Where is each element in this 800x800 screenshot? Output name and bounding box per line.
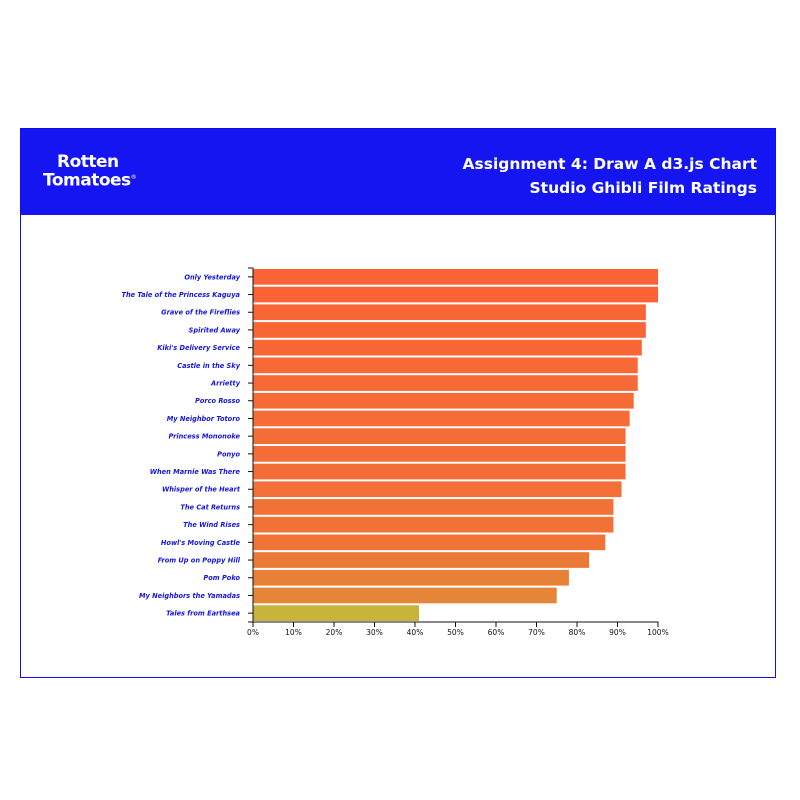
category-label: My Neighbor Totoro bbox=[167, 415, 241, 423]
bar bbox=[253, 481, 622, 497]
bar bbox=[253, 446, 626, 462]
category-label: When Marnie Was There bbox=[150, 468, 241, 476]
x-tick-label: 80% bbox=[569, 628, 586, 637]
category-label: Porco Rosso bbox=[195, 397, 240, 405]
bar bbox=[253, 411, 630, 427]
x-tick-label: 30% bbox=[366, 628, 383, 637]
bar bbox=[253, 517, 613, 533]
bar bbox=[253, 535, 605, 551]
x-tick-label: 10% bbox=[285, 628, 302, 637]
y-axis bbox=[248, 268, 253, 622]
bar bbox=[253, 588, 557, 604]
category-label: Grave of the Fireflies bbox=[161, 309, 240, 317]
x-tick-label: 90% bbox=[609, 628, 626, 637]
category-label: Kiki's Delivery Service bbox=[157, 344, 240, 352]
category-label: Only Yesterday bbox=[184, 273, 240, 281]
category-label: Howl's Moving Castle bbox=[161, 539, 241, 547]
category-label: My Neighbors the Yamadas bbox=[139, 592, 240, 600]
category-label: Whisper of the Heart bbox=[162, 486, 241, 494]
bar bbox=[253, 605, 419, 621]
category-label: From Up on Poppy Hill bbox=[158, 556, 241, 564]
category-label: Spirited Away bbox=[189, 326, 241, 334]
bar bbox=[253, 287, 658, 303]
x-tick-label: 20% bbox=[326, 628, 343, 637]
bar bbox=[253, 269, 658, 285]
x-tick-label: 40% bbox=[407, 628, 424, 637]
bar bbox=[253, 552, 589, 568]
bar bbox=[253, 322, 646, 338]
bar bbox=[253, 358, 638, 374]
category-label: Ponyo bbox=[217, 450, 240, 458]
category-label: Tales from Earthsea bbox=[166, 610, 240, 618]
category-label: Arrietty bbox=[210, 379, 241, 387]
bar bbox=[253, 304, 646, 320]
bar bbox=[253, 340, 642, 356]
category-label: The Tale of the Princess Kaguya bbox=[121, 291, 240, 299]
category-label: Princess Mononoke bbox=[168, 433, 240, 441]
category-label: Pom Poko bbox=[203, 574, 240, 582]
category-label: The Wind Rises bbox=[183, 521, 240, 529]
x-tick-label: 60% bbox=[488, 628, 505, 637]
x-tick-label: 0% bbox=[247, 628, 259, 637]
bar bbox=[253, 499, 613, 515]
category-label: The Cat Returns bbox=[180, 503, 240, 511]
x-tick-label: 50% bbox=[447, 628, 464, 637]
category-label: Castle in the Sky bbox=[177, 362, 240, 370]
bar bbox=[253, 464, 626, 480]
bar bbox=[253, 375, 638, 391]
bar bbox=[253, 393, 634, 409]
x-tick-label: 100% bbox=[647, 628, 668, 637]
bar bbox=[253, 428, 626, 444]
x-tick-label: 70% bbox=[528, 628, 545, 637]
bar bbox=[253, 570, 569, 586]
